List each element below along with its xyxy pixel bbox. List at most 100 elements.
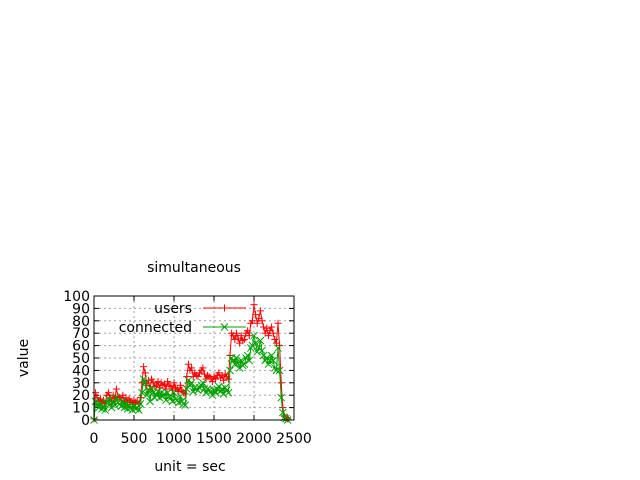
data-point-connected bbox=[104, 395, 113, 403]
data-point-users bbox=[144, 376, 152, 384]
data-point-users bbox=[271, 335, 279, 343]
data-point-connected bbox=[234, 359, 242, 367]
data-point-users bbox=[231, 335, 239, 343]
data-point-connected bbox=[266, 356, 274, 365]
data-point-users bbox=[274, 319, 282, 327]
data-point-connected bbox=[198, 378, 207, 387]
data-point-connected bbox=[256, 336, 265, 345]
data-point-users bbox=[269, 329, 277, 337]
legend-marker-connected bbox=[220, 323, 229, 331]
legend-label-users: users bbox=[154, 301, 192, 317]
data-point-connected bbox=[267, 351, 276, 360]
data-point-connected bbox=[232, 354, 241, 362]
y-tick-label: 60 bbox=[72, 339, 90, 355]
data-point-users bbox=[237, 332, 245, 340]
y-tick-label: 30 bbox=[72, 376, 90, 392]
data-point-users bbox=[252, 311, 260, 319]
data-point-connected bbox=[136, 400, 145, 408]
data-point-connected bbox=[187, 378, 196, 387]
data-point-users bbox=[220, 376, 228, 384]
data-point-users bbox=[212, 375, 220, 383]
x-tick-label: 2000 bbox=[236, 431, 272, 447]
data-point-users bbox=[248, 317, 256, 325]
data-point-users bbox=[253, 319, 261, 327]
data-point-connected bbox=[146, 397, 154, 406]
data-point-users bbox=[194, 373, 202, 381]
y-tick-label: 80 bbox=[72, 314, 90, 330]
data-point-users bbox=[165, 381, 173, 389]
data-point-users bbox=[170, 379, 178, 387]
x-axis-label: unit = sec bbox=[154, 459, 225, 475]
data-point-connected bbox=[184, 376, 193, 385]
data-point-users bbox=[92, 389, 100, 397]
data-point-connected bbox=[170, 388, 178, 397]
data-point-connected bbox=[226, 366, 234, 375]
data-point-connected bbox=[254, 344, 263, 352]
data-point-users bbox=[136, 394, 144, 402]
data-point-connected bbox=[240, 360, 249, 369]
data-point-connected bbox=[248, 341, 257, 350]
data-point-users bbox=[109, 391, 117, 399]
data-point-connected bbox=[168, 397, 177, 406]
data-point-users bbox=[148, 375, 156, 383]
data-point-connected bbox=[262, 354, 271, 362]
legend: users connected bbox=[119, 301, 246, 336]
y-tick-label: 50 bbox=[72, 351, 90, 367]
data-point-users bbox=[277, 379, 285, 387]
data-point-connected bbox=[110, 401, 119, 409]
legend-marker-users bbox=[221, 304, 228, 312]
data-point-connected bbox=[275, 366, 284, 375]
data-point-users bbox=[245, 332, 253, 340]
y-axis-label: value bbox=[16, 339, 32, 377]
data-point-connected bbox=[224, 388, 233, 397]
data-point-users bbox=[268, 323, 276, 331]
data-point-users bbox=[159, 381, 167, 389]
data-point-users bbox=[176, 381, 184, 389]
plot-frame bbox=[93, 295, 295, 421]
y-tick-label: 70 bbox=[72, 326, 90, 342]
data-point-users bbox=[184, 360, 192, 368]
chart-title: simultaneous bbox=[147, 260, 241, 276]
y-tick-label: 20 bbox=[72, 388, 90, 404]
x-tick-label: 1500 bbox=[196, 431, 232, 447]
data-point-users bbox=[175, 387, 183, 395]
data-point-users bbox=[143, 381, 151, 389]
data-point-connected bbox=[235, 364, 244, 372]
data-point-connected bbox=[118, 397, 127, 406]
data-point-connected bbox=[181, 401, 190, 409]
y-tick-label: 100 bbox=[63, 289, 90, 305]
data-point-users bbox=[141, 369, 149, 377]
data-point-connected bbox=[176, 392, 185, 401]
y-tick-label: 10 bbox=[72, 401, 90, 417]
data-point-connected bbox=[250, 331, 258, 340]
data-point-users bbox=[200, 370, 208, 378]
data-point-connected bbox=[245, 356, 254, 365]
legend-label-connected: connected bbox=[119, 320, 192, 336]
data-point-users bbox=[207, 374, 215, 382]
data-point-connected bbox=[142, 391, 151, 400]
data-point-users bbox=[260, 323, 268, 331]
data-point-connected bbox=[278, 408, 287, 417]
x-tick-label: 0 bbox=[90, 431, 99, 447]
data-point-connected bbox=[269, 356, 278, 365]
x-tick-label: 2500 bbox=[276, 431, 312, 447]
data-point-connected bbox=[277, 393, 286, 402]
y-tick-label: 0 bbox=[81, 413, 90, 429]
data-point-connected bbox=[134, 406, 143, 414]
data-point-connected bbox=[258, 346, 266, 355]
data-point-users bbox=[256, 307, 264, 315]
data-point-users bbox=[218, 371, 226, 379]
data-point-users bbox=[112, 385, 120, 393]
data-point-users bbox=[164, 378, 172, 386]
data-point-users bbox=[154, 378, 162, 386]
data-point-connected bbox=[214, 382, 223, 391]
data-point-users bbox=[239, 337, 247, 345]
data-point-users bbox=[224, 375, 232, 383]
data-point-users bbox=[199, 364, 207, 372]
data-point-users bbox=[167, 383, 175, 391]
data-point-connected bbox=[101, 406, 110, 414]
data-point-users bbox=[250, 301, 258, 309]
data-point-connected bbox=[112, 393, 121, 402]
